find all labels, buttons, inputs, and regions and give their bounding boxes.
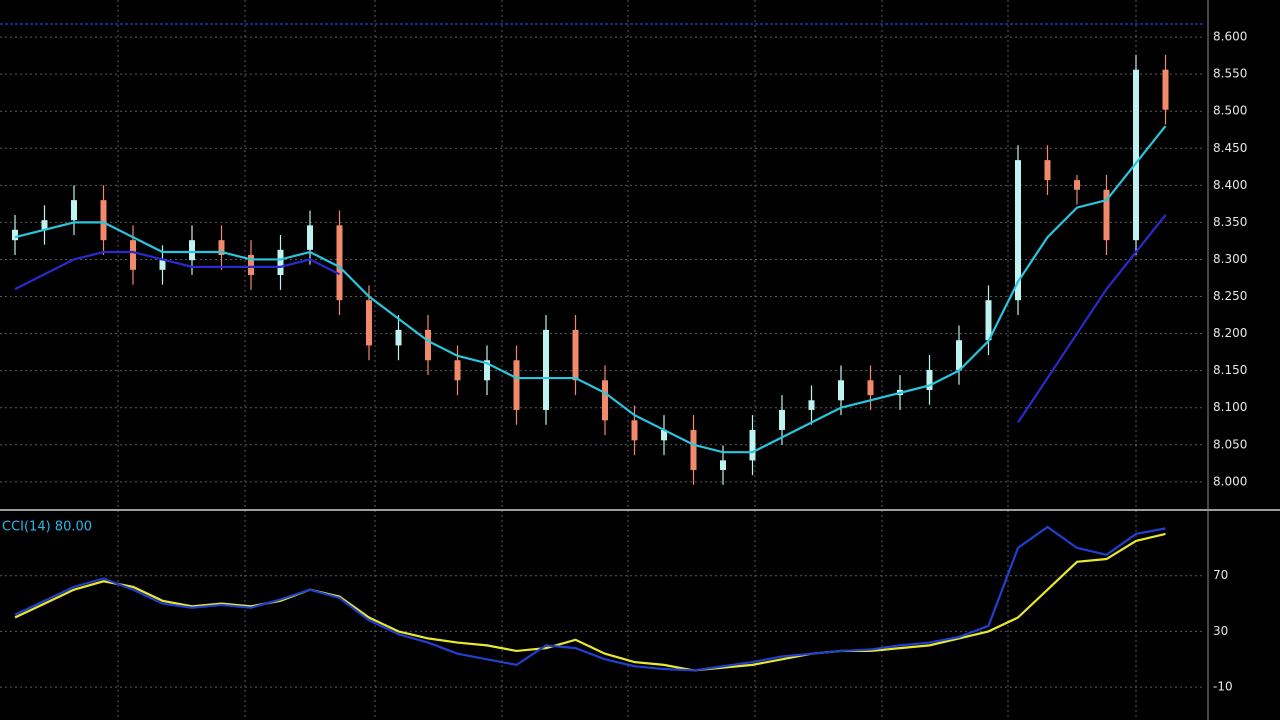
candle-body <box>454 360 461 381</box>
candle-body <box>808 400 815 410</box>
candle-body <box>189 240 195 261</box>
candle-body <box>100 200 107 241</box>
candle-body <box>749 429 756 461</box>
candle-body <box>513 360 520 410</box>
candle-body <box>277 249 284 276</box>
candle-body <box>572 329 579 381</box>
y-tick-label: 8.450 <box>1213 141 1247 155</box>
candle-body <box>159 260 166 270</box>
indicator-title: CCI(14) 80.00 <box>2 520 92 535</box>
series-line <box>14 532 1166 672</box>
candle-body <box>956 340 962 370</box>
vertical-grid <box>117 0 1137 720</box>
candle-body <box>779 409 785 430</box>
candle-body <box>1074 180 1080 190</box>
candle-body <box>631 420 638 441</box>
y-tick-label: 8.400 <box>1213 178 1247 192</box>
candle-body <box>602 380 608 421</box>
y-tick-label: -10 <box>1213 680 1233 694</box>
candle-body <box>248 255 254 276</box>
candle-body <box>484 360 490 381</box>
candle-body <box>838 380 844 401</box>
candle-body <box>1133 69 1139 241</box>
y-tick-label: 8.150 <box>1213 363 1247 377</box>
y-tick-label: 8.350 <box>1213 215 1247 229</box>
y-tick-label: 70 <box>1213 568 1228 582</box>
y-tick-label: 8.000 <box>1213 474 1247 488</box>
candle-body <box>690 429 697 470</box>
candle-body <box>1044 160 1051 181</box>
y-tick-label: 8.050 <box>1213 437 1247 451</box>
series-line <box>14 125 1167 454</box>
y-tick-label: 8.600 <box>1213 30 1247 44</box>
candle-body <box>366 300 372 346</box>
y-tick-label: 8.550 <box>1213 67 1247 81</box>
series-line <box>14 525 1166 672</box>
y-tick-label: 30 <box>1213 624 1228 638</box>
candle-body <box>985 300 992 341</box>
candle-body <box>1015 160 1021 301</box>
candle-body <box>336 225 343 301</box>
candle-body <box>1103 189 1110 241</box>
candle-body <box>218 240 225 255</box>
candle-body <box>661 429 667 441</box>
candle-body <box>307 225 313 250</box>
y-tick-label: 8.250 <box>1213 289 1247 303</box>
y-tick-label: 8.100 <box>1213 400 1247 414</box>
y-tick-label: 8.200 <box>1213 326 1247 340</box>
candle-body <box>12 229 18 241</box>
candle-body <box>867 380 874 396</box>
candle-body <box>543 329 549 410</box>
series-line <box>14 250 340 291</box>
candle-body <box>926 369 933 390</box>
y-tick-label: 8.500 <box>1213 104 1247 118</box>
candle-body <box>395 329 402 346</box>
candle-body <box>130 240 136 270</box>
candle-body <box>71 200 77 221</box>
candle-body <box>425 329 431 361</box>
series-line <box>1017 214 1167 424</box>
candle-body <box>720 460 726 470</box>
y-tick-label: 8.300 <box>1213 252 1247 266</box>
candle-body <box>41 220 48 230</box>
candle-body <box>1162 69 1169 110</box>
